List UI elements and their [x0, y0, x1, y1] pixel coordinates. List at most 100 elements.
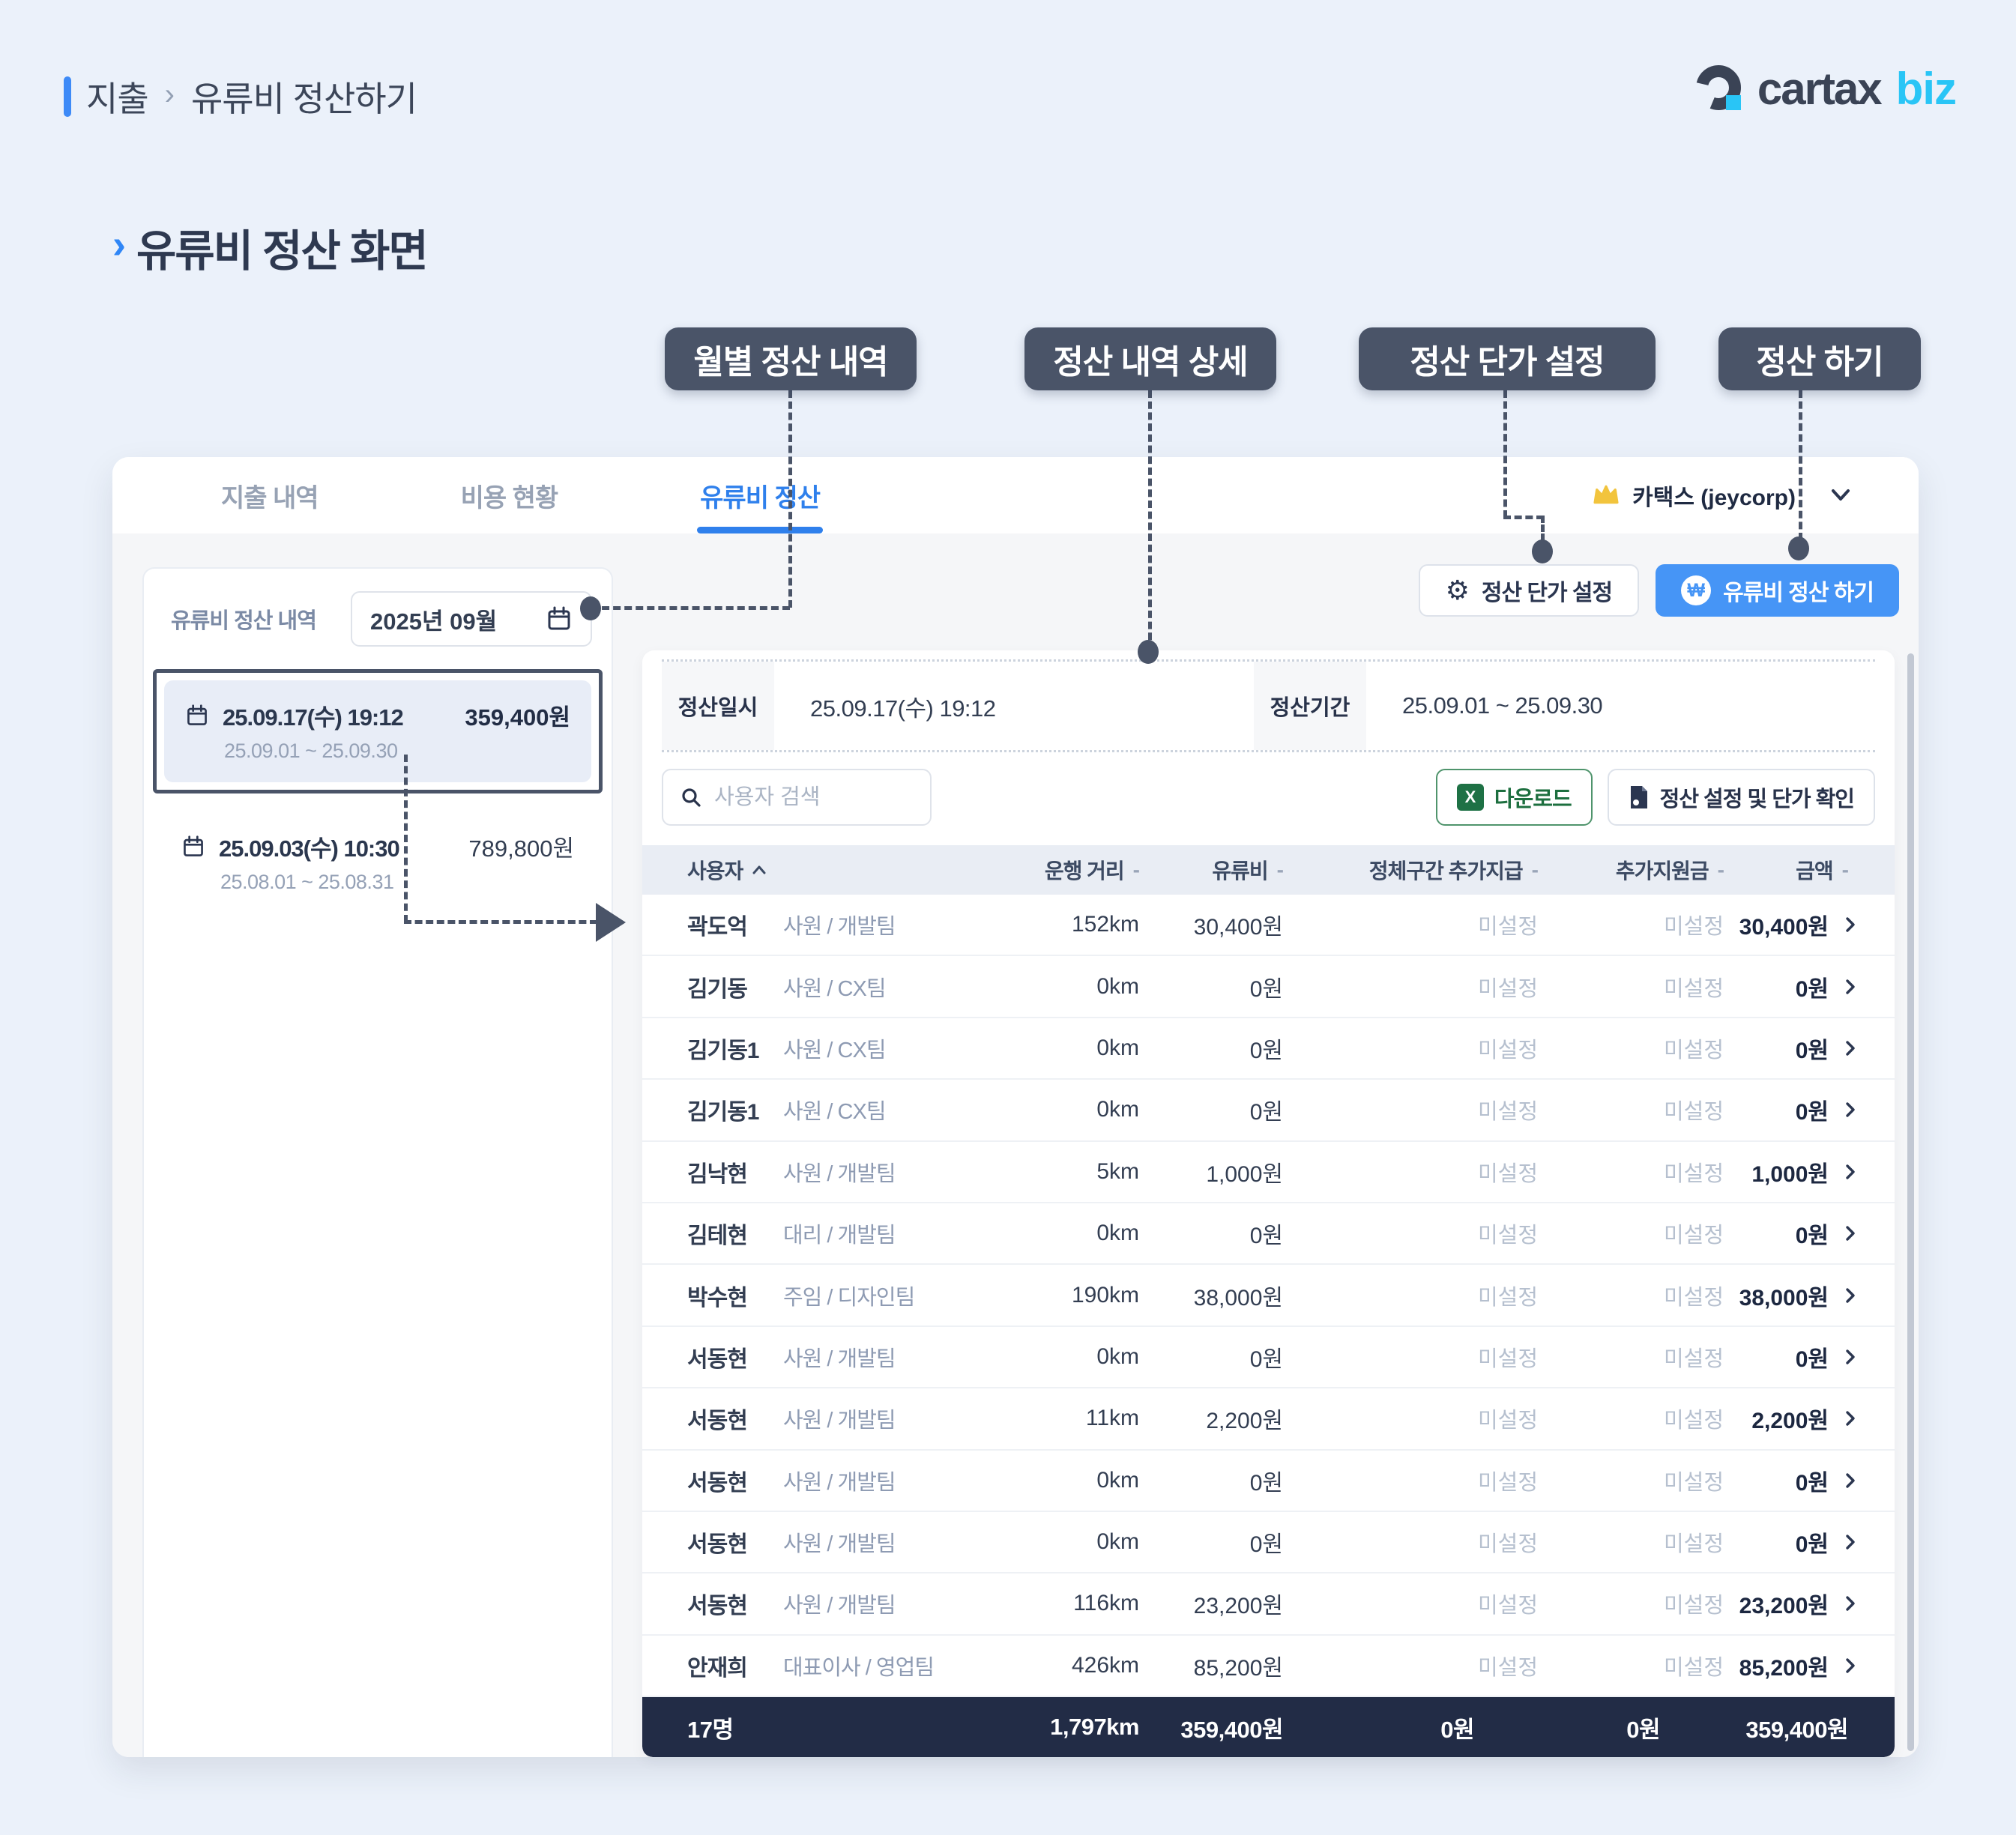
- cell-congestion: 미설정: [1477, 976, 1538, 1001]
- chevron-right-icon[interactable]: [1829, 1224, 1859, 1242]
- callout-settle: 정산 하기: [1718, 327, 1921, 390]
- cell-team: 대리 / 개발팀: [783, 1224, 896, 1248]
- cell-fuel: 0원: [1249, 1224, 1283, 1249]
- cell-name: 김기동: [687, 976, 748, 1002]
- excel-icon: X: [1456, 784, 1484, 811]
- cell-support: 미설정: [1663, 976, 1724, 1001]
- table-row[interactable]: 서동현 사원 / 개발팀 0km 0원 미설정 미설정 0원: [642, 1512, 1895, 1574]
- footer-total-distance: 1,797km: [1050, 1714, 1139, 1740]
- footer-total-congestion: 0원: [1440, 1716, 1474, 1743]
- callout-settlement-detail: 정산 내역 상세: [1024, 327, 1276, 390]
- chevron-right-icon[interactable]: [1829, 1409, 1859, 1427]
- tab-cost-status[interactable]: 비용 현황: [460, 483, 559, 513]
- cell-name: 김기동1: [687, 1038, 760, 1063]
- table-row[interactable]: 김낙현 사원 / 개발팀 5km 1,000원 미설정 미설정 1,000원: [642, 1142, 1895, 1203]
- connector-rate-vertical-2: [1541, 516, 1545, 550]
- cell-fuel: 85,200원: [1193, 1655, 1283, 1681]
- cell-congestion: 미설정: [1477, 1470, 1538, 1495]
- table-row[interactable]: 김기동 사원 / CX팀 0km 0원 미설정 미설정 0원: [642, 956, 1895, 1018]
- chevron-right-icon[interactable]: [1829, 916, 1859, 934]
- settlement-list-item[interactable]: 25.09.17(수) 19:12 359,400원 25.09.01 ~ 25…: [164, 680, 591, 782]
- download-button[interactable]: X 다운로드: [1435, 769, 1593, 826]
- sort-asc-icon: [752, 865, 767, 875]
- fuel-settle-button[interactable]: ₩ 유류비 정산 하기: [1656, 564, 1899, 617]
- footer-total-fuel: 359,400원: [1180, 1716, 1283, 1743]
- connector-detail-vertical: [1148, 390, 1152, 651]
- tab-expense-list[interactable]: 지출 내역: [221, 483, 319, 513]
- chevron-right-icon[interactable]: [1829, 1039, 1859, 1057]
- cell-team: 사원 / 개발팀: [783, 915, 896, 940]
- connector-monthly-dot: [580, 596, 601, 620]
- cartax-biz-logo: cartax biz: [1694, 63, 1957, 115]
- table-row[interactable]: 서동현 사원 / 개발팀 11km 2,200원 미설정 미설정 2,200원: [642, 1388, 1895, 1451]
- cell-congestion: 미설정: [1477, 1346, 1538, 1371]
- settlement-list-item[interactable]: 25.09.03(수) 10:30 789,800원 25.08.01 ~ 25…: [153, 811, 603, 913]
- cell-amount: 0원: [1795, 1470, 1829, 1496]
- crown-icon: [1592, 483, 1620, 507]
- table-row[interactable]: 김테현 대리 / 개발팀 0km 0원 미설정 미설정 0원: [642, 1203, 1895, 1266]
- confirm-setting-button[interactable]: 정산 설정 및 단가 확인: [1607, 769, 1875, 826]
- page-title: 유류비 정산 화면: [136, 227, 429, 276]
- workspace-selector[interactable]: 카택스 (jeycorp): [1592, 457, 1851, 533]
- chevron-right-icon[interactable]: [1829, 1348, 1859, 1366]
- cell-support: 미설정: [1663, 1655, 1724, 1680]
- chevron-right-icon[interactable]: [1829, 1472, 1859, 1490]
- cell-team: 사원 / 개발팀: [783, 1409, 896, 1433]
- column-distance[interactable]: 운행 거리 -: [1044, 858, 1140, 883]
- table-row[interactable]: 안재희 대표이사 / 영업팀 426km 85,200원 미설정 미설정 85,…: [642, 1636, 1895, 1697]
- chevron-right-icon[interactable]: [1829, 1287, 1859, 1305]
- cell-congestion: 미설정: [1477, 1161, 1538, 1186]
- table-row[interactable]: 곽도억 사원 / 개발팀 152km 30,400원 미설정 미설정 30,40…: [642, 895, 1895, 957]
- cell-distance: 0km: [1096, 1221, 1139, 1246]
- cell-fuel: 2,200원: [1206, 1409, 1283, 1434]
- table-row[interactable]: 김기동1 사원 / CX팀 0km 0원 미설정 미설정 0원: [642, 1080, 1895, 1142]
- cell-amount: 2,200원: [1751, 1409, 1829, 1434]
- cell-amount: 23,200원: [1739, 1594, 1829, 1619]
- workspace-name: 카택스 (jeycorp): [1632, 486, 1796, 510]
- table-row[interactable]: 서동현 사원 / 개발팀 0km 0원 미설정 미설정 0원: [642, 1451, 1895, 1512]
- cell-team: 사원 / 개발팀: [783, 1470, 896, 1495]
- column-user[interactable]: 사용자: [687, 855, 998, 885]
- tab-fuel-settlement[interactable]: 유류비 정산: [697, 457, 823, 533]
- chevron-right-icon[interactable]: [1829, 1594, 1859, 1612]
- table-row[interactable]: 박수현 주임 / 디자인팀 190km 38,000원 미설정 미설정 38,0…: [642, 1265, 1895, 1327]
- table-row[interactable]: 김기동1 사원 / CX팀 0km 0원 미설정 미설정 0원: [642, 1018, 1895, 1080]
- logo-suffix-text: biz: [1895, 64, 1957, 114]
- settlement-history-title: 유류비 정산 내역: [171, 609, 317, 633]
- cell-support: 미설정: [1663, 1161, 1724, 1186]
- cell-congestion: 미설정: [1477, 1594, 1538, 1618]
- column-support[interactable]: 추가지원금 -: [1615, 858, 1724, 883]
- cell-name: 서동현: [687, 1470, 748, 1496]
- chevron-down-icon: [1830, 488, 1851, 503]
- table-row[interactable]: 서동현 사원 / 개발팀 116km 23,200원 미설정 미설정 23,20…: [642, 1573, 1895, 1636]
- column-congestion[interactable]: 정체구간 추가지급 -: [1368, 858, 1539, 883]
- chevron-right-icon[interactable]: [1829, 1533, 1859, 1551]
- search-input[interactable]: [713, 784, 914, 811]
- chevron-right-icon[interactable]: [1829, 1101, 1859, 1119]
- table-row[interactable]: 서동현 사원 / 개발팀 0km 0원 미설정 미설정 0원: [642, 1327, 1895, 1389]
- cell-congestion: 미설정: [1477, 915, 1538, 940]
- column-fuel[interactable]: 유류비 -: [1212, 858, 1284, 883]
- breadcrumb-separator: ›: [164, 77, 175, 111]
- cell-congestion: 미설정: [1477, 1285, 1538, 1310]
- column-amount[interactable]: 금액 -: [1796, 858, 1849, 883]
- header-actions: ⚙ 정산 단가 설정 ₩ 유류비 정산 하기: [1418, 564, 1899, 617]
- settlement-period: 25.09.01 ~ 25.09.30: [224, 740, 398, 762]
- cell-support: 미설정: [1663, 1409, 1724, 1433]
- scrollbar-thumb[interactable]: [1907, 653, 1914, 1751]
- table-toolbar: X 다운로드 정산 설정 및 단가 확인: [642, 769, 1895, 826]
- cell-team: 사원 / CX팀: [783, 1100, 887, 1125]
- cell-fuel: 0원: [1249, 1470, 1283, 1496]
- cell-amount: 38,000원: [1739, 1285, 1829, 1311]
- chevron-right-icon[interactable]: [1829, 1657, 1859, 1675]
- cell-amount: 30,400원: [1739, 915, 1829, 940]
- cell-congestion: 미설정: [1477, 1655, 1538, 1680]
- chevron-right-icon[interactable]: [1829, 1163, 1859, 1181]
- cell-distance: 426km: [1071, 1652, 1139, 1678]
- month-picker[interactable]: 2025년 09월: [351, 591, 592, 647]
- chevron-right-icon[interactable]: [1829, 978, 1859, 996]
- rate-setting-button[interactable]: ⚙ 정산 단가 설정: [1418, 564, 1640, 617]
- breadcrumb-accent-bar: [64, 76, 71, 117]
- callout-rate-setting: 정산 단가 설정: [1359, 327, 1656, 390]
- cell-support: 미설정: [1663, 1532, 1724, 1557]
